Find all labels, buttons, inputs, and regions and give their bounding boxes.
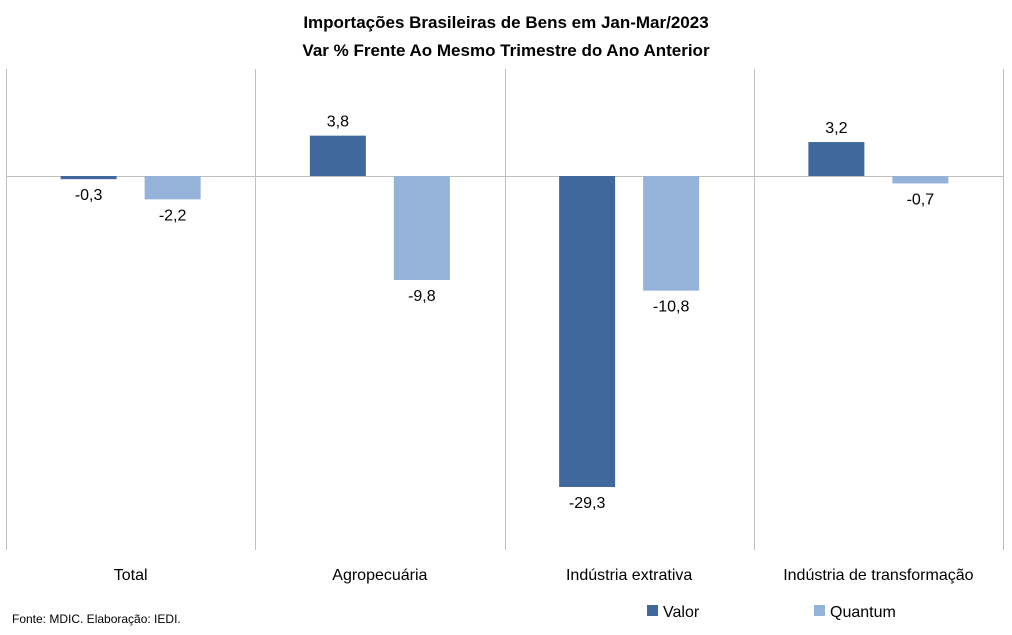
bar-valor-0 <box>60 176 117 180</box>
legend-swatch-valor <box>647 605 658 616</box>
data-label: -29,3 <box>569 495 606 512</box>
legend-label: Quantum <box>830 604 896 621</box>
plot-area <box>6 69 1004 550</box>
data-label: -9,8 <box>408 288 436 305</box>
legend-swatch-quantum <box>814 605 825 616</box>
data-label: -10,8 <box>653 299 690 316</box>
bar-quantum-0 <box>144 176 201 200</box>
legend-label: Valor <box>663 604 700 621</box>
category-axis-labels: Total Agropecuária Indústria extrativa Indú… <box>114 567 974 584</box>
category-label: Indústria de transformação <box>783 567 973 584</box>
data-label: -0,3 <box>75 187 103 204</box>
bar-quantum-1 <box>393 176 450 281</box>
data-label: 3,8 <box>327 114 349 131</box>
category-label: Indústria extrativa <box>566 567 692 584</box>
data-label: -2,2 <box>159 207 187 224</box>
data-label: 3,2 <box>825 120 847 137</box>
source-note: Fonte: MDIC. Elaboração: IEDI. <box>12 612 181 626</box>
category-label: Agropecuária <box>332 567 427 584</box>
bar-valor-2 <box>559 176 616 487</box>
bar-valor-3 <box>808 142 865 176</box>
bar-quantum-3 <box>892 176 949 184</box>
category-label: Total <box>114 567 148 584</box>
bar-valor-1 <box>309 135 366 176</box>
bar-quantum-2 <box>643 176 700 291</box>
legend: Valor Quantum <box>647 604 896 621</box>
chart-subtitle: Var % Frente Ao Mesmo Trimestre do Ano A… <box>302 41 710 60</box>
chart-title: Importações Brasileiras de Bens em Jan-M… <box>303 13 708 32</box>
data-labels: -0,3 -2,2 3,8 -9,8 -29,3 -10,8 3,2 -0,7 <box>75 114 934 512</box>
data-label: -0,7 <box>907 191 935 208</box>
